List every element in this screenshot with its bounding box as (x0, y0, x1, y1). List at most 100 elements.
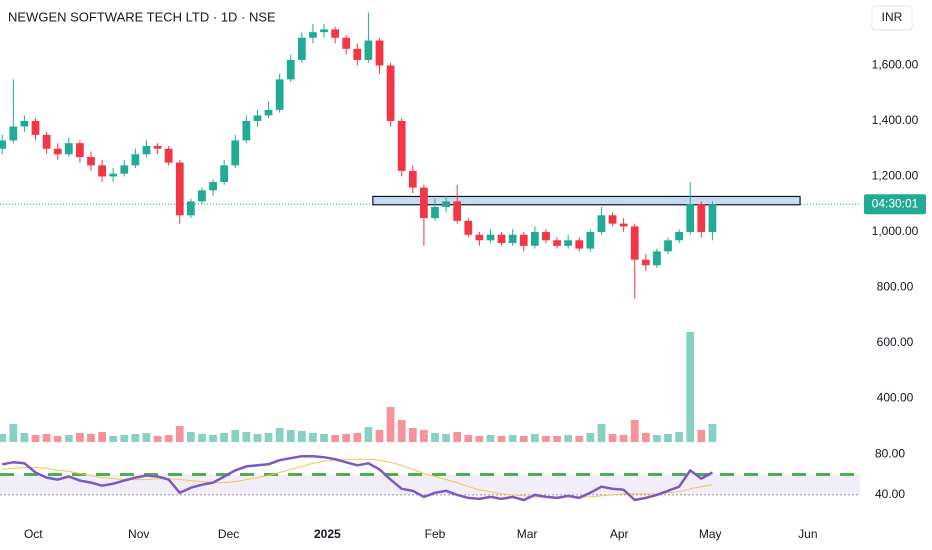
volume-bar (608, 434, 617, 442)
volume-bar (64, 435, 73, 442)
candle-body (697, 204, 706, 232)
volume-bar (375, 430, 384, 442)
y-tick-label: 800.00 (877, 280, 914, 294)
candle-body (109, 173, 118, 177)
candle-body (42, 134, 51, 149)
volume-bar (42, 434, 51, 442)
volume-bar (76, 433, 84, 442)
candle-body (98, 165, 106, 177)
volume-bar (386, 407, 395, 442)
candle-body (497, 234, 506, 244)
candle-body (353, 48, 362, 60)
chart-title: NEWGEN SOFTWARE TECH LTD · 1D · NSE (8, 9, 276, 24)
candle-body (331, 29, 340, 38)
volume-bar (597, 424, 606, 442)
x-tick-label: Feb (425, 527, 446, 541)
candle-body (553, 240, 561, 246)
candle-body (342, 37, 351, 49)
volume-bar (464, 435, 473, 442)
candle-body (264, 109, 273, 116)
volume-bar (420, 430, 428, 442)
rsi-band (0, 474, 860, 495)
x-tick-label: Nov (128, 527, 149, 541)
x-tick-label: Jun (798, 527, 817, 541)
volume-bar (253, 434, 262, 442)
volume-bar (364, 427, 373, 442)
candle-body (475, 234, 484, 241)
volume-bar (220, 433, 229, 442)
candle-body (630, 226, 639, 260)
candle-body (486, 234, 495, 241)
volume-bar (408, 428, 417, 442)
candle-body (564, 240, 573, 246)
candle-body (87, 157, 95, 166)
volume-bar (275, 428, 284, 442)
volume-bar (697, 430, 706, 442)
candle-body (597, 215, 606, 232)
volume-bar (320, 434, 328, 442)
y-tick-label: 1,000.00 (872, 224, 919, 238)
candle-body (519, 234, 528, 246)
volume-bar (53, 436, 62, 442)
candle-body (686, 204, 695, 232)
rsi-line (1, 454, 714, 502)
candle-body (76, 143, 84, 158)
candle-body (586, 231, 595, 249)
candle-body (386, 65, 395, 121)
volume-bar (120, 435, 129, 442)
countdown-box (864, 194, 926, 215)
candle-body (297, 37, 306, 60)
volume-bar (431, 433, 439, 442)
volume-bar (231, 430, 240, 442)
volume-bar (131, 434, 140, 442)
candle-body (20, 120, 29, 127)
volume-bar (20, 433, 29, 442)
candle-body (253, 115, 262, 121)
countdown: 04:30:01 (872, 196, 919, 210)
volume-bar (242, 432, 251, 442)
volume-bar (530, 434, 539, 442)
volume-bar (164, 435, 173, 442)
volume-bar (342, 434, 351, 442)
volume-bar (297, 431, 306, 442)
candle-body (0, 140, 7, 149)
volume-bar (653, 435, 661, 442)
volume-bar (675, 432, 684, 442)
currency-box (871, 5, 913, 31)
volume-bar (542, 436, 550, 442)
candle-body (64, 143, 73, 155)
candle-body (397, 120, 406, 171)
volume-bar (309, 433, 317, 442)
volume-bar (486, 435, 495, 442)
volume-bar (9, 424, 18, 442)
candle-body (431, 206, 439, 219)
candle-body (508, 234, 517, 244)
candle-body (220, 165, 229, 183)
volume-bar (98, 432, 106, 442)
candle-body (120, 165, 129, 174)
rsi-tick-label: 80.00 (875, 446, 905, 460)
volume-bar (264, 433, 273, 442)
candle-body (242, 120, 251, 141)
candle-body (364, 40, 373, 60)
candle-body (619, 223, 628, 227)
volume-bar (586, 433, 595, 442)
candle-body (198, 190, 206, 202)
y-tick-label: 1,600.00 (872, 58, 919, 72)
candle-body (708, 204, 717, 232)
y-tick-label: 400.00 (877, 391, 914, 405)
candle-body (442, 201, 450, 207)
volume-bar (519, 436, 528, 442)
y-tick-label: 600.00 (877, 335, 914, 349)
volume-bar (31, 435, 40, 442)
candle-body (675, 231, 684, 241)
resistance-zone (372, 195, 801, 206)
volume-bar (397, 420, 406, 442)
volume-bar (175, 426, 184, 442)
volume-bar (153, 436, 162, 442)
candle-body (131, 154, 140, 166)
candle-body (186, 201, 195, 216)
rsi-ma-line (2, 458, 713, 498)
y-tick-label: 1,400.00 (872, 113, 919, 127)
candle-body (175, 162, 184, 216)
